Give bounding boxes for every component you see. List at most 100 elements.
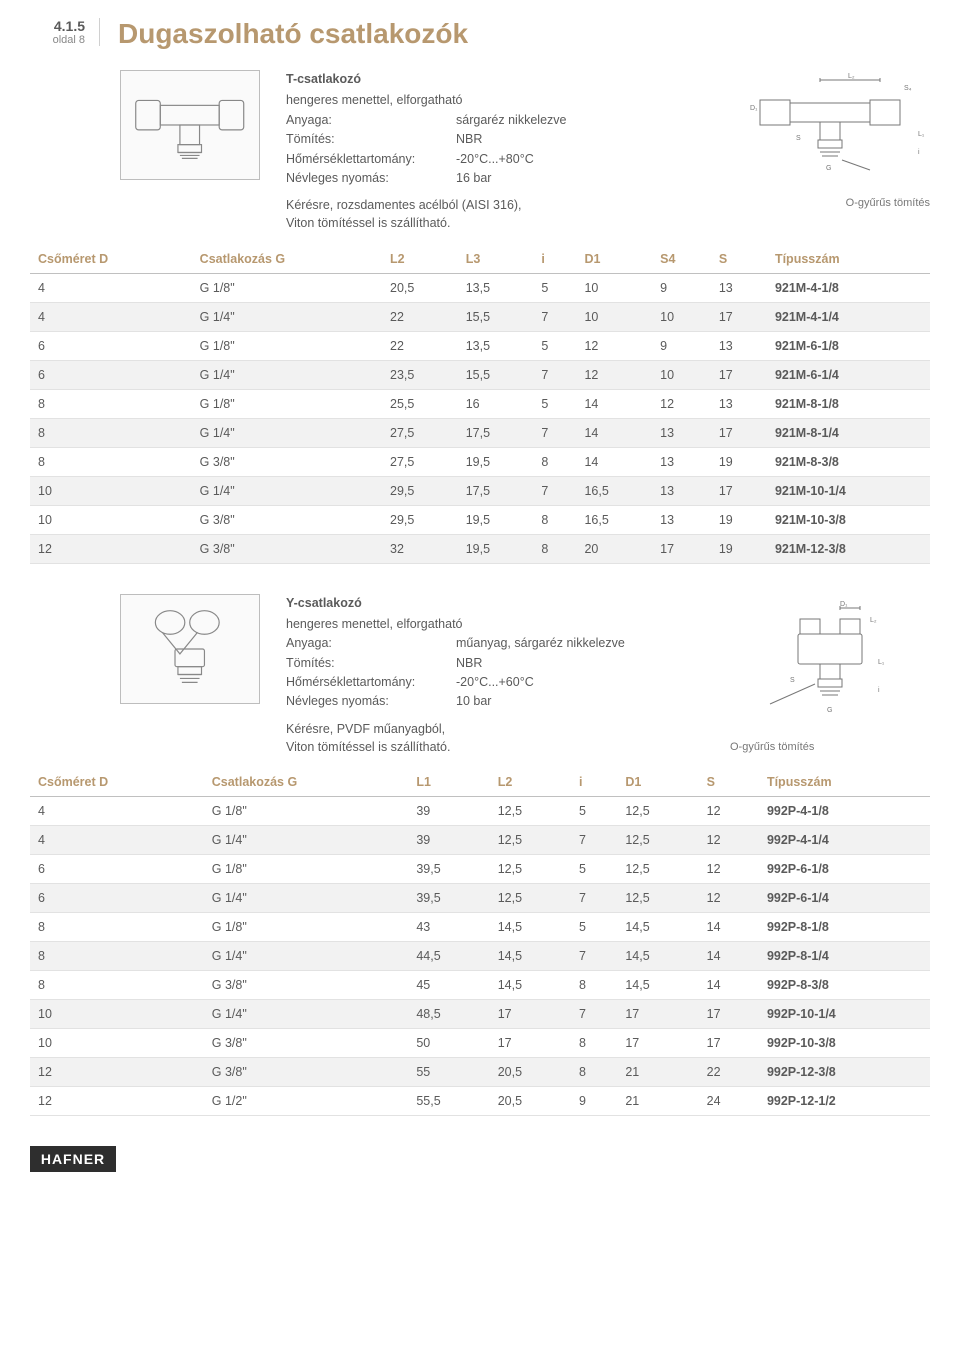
section-number: 4.1.5 bbox=[30, 18, 85, 34]
table-cell: 24 bbox=[699, 1087, 759, 1116]
table-row: 10G 1/4"29,517,5716,51317921M-10-1/4 bbox=[30, 476, 930, 505]
table-cell: 921M-10-1/4 bbox=[767, 476, 930, 505]
spec-label: Névleges nyomás: bbox=[286, 169, 456, 188]
table-cell: 17 bbox=[711, 476, 767, 505]
table-cell: 29,5 bbox=[382, 476, 458, 505]
table-cell: 992P-4-1/8 bbox=[759, 797, 930, 826]
table-cell: 19,5 bbox=[458, 447, 534, 476]
section-subtitle: oldal 8 bbox=[30, 34, 85, 46]
table-cell: 4 bbox=[30, 797, 204, 826]
table-cell: 32 bbox=[382, 534, 458, 563]
table-cell: G 1/8" bbox=[192, 331, 382, 360]
table-cell: 10 bbox=[652, 360, 711, 389]
table-cell: 7 bbox=[533, 360, 576, 389]
table-cell: 12 bbox=[576, 360, 652, 389]
table-cell: 992P-6-1/8 bbox=[759, 855, 930, 884]
product-block-y: Y-csatlakozó hengeres menettel, elforgat… bbox=[30, 594, 930, 757]
table-cell: 4 bbox=[30, 826, 204, 855]
table-cell: 5 bbox=[571, 797, 617, 826]
table-cell: 14,5 bbox=[490, 971, 571, 1000]
svg-text:D₁: D₁ bbox=[840, 601, 848, 608]
table-cell: 992P-10-3/8 bbox=[759, 1029, 930, 1058]
table-header: L2 bbox=[382, 245, 458, 274]
table-cell: 921M-6-1/8 bbox=[767, 331, 930, 360]
table-cell: 14 bbox=[576, 447, 652, 476]
table-header: S bbox=[711, 245, 767, 274]
table-cell: 6 bbox=[30, 360, 192, 389]
product-title-y: Y-csatlakozó bbox=[286, 594, 625, 613]
product-specs-y: Y-csatlakozó hengeres menettel, elforgat… bbox=[286, 594, 625, 757]
table-cell: 921M-12-3/8 bbox=[767, 534, 930, 563]
table-cell: 13 bbox=[652, 447, 711, 476]
table-cell: 10 bbox=[576, 273, 652, 302]
tech-diagram-t: L₂ S₄ D₁ S G L₁ i O-gyűrűs tömítés bbox=[730, 70, 930, 233]
table-cell: 12,5 bbox=[490, 797, 571, 826]
table-cell: 17 bbox=[490, 1029, 571, 1058]
table-cell: 50 bbox=[408, 1029, 489, 1058]
table-cell: 22 bbox=[382, 302, 458, 331]
table-header: L2 bbox=[490, 768, 571, 797]
svg-text:S: S bbox=[790, 677, 795, 684]
footer-logo: HAFNER bbox=[30, 1146, 116, 1172]
table-header: S bbox=[699, 768, 759, 797]
product-subtitle-y: hengeres menettel, elforgatható bbox=[286, 615, 625, 634]
table-cell: 14,5 bbox=[617, 913, 698, 942]
table-cell: 14,5 bbox=[490, 942, 571, 971]
data-table-t: Csőméret DCsatlakozás GL2L3iD1S4STípussz… bbox=[30, 245, 930, 564]
table-cell: 17 bbox=[490, 1000, 571, 1029]
table-cell: 8 bbox=[533, 534, 576, 563]
table-row: 4G 1/4"2215,57101017921M-4-1/4 bbox=[30, 302, 930, 331]
table-cell: 13 bbox=[652, 418, 711, 447]
table-cell: 13,5 bbox=[458, 273, 534, 302]
table-cell: 8 bbox=[533, 505, 576, 534]
table-header: Csőméret D bbox=[30, 768, 204, 797]
table-row: 10G 3/8"29,519,5816,51319921M-10-3/8 bbox=[30, 505, 930, 534]
table-cell: 15,5 bbox=[458, 360, 534, 389]
table-cell: 8 bbox=[571, 1029, 617, 1058]
table-cell: 14 bbox=[576, 418, 652, 447]
table-row: 6G 1/4"39,512,5712,512992P-6-1/4 bbox=[30, 884, 930, 913]
table-cell: 20 bbox=[576, 534, 652, 563]
table-cell: G 1/8" bbox=[192, 273, 382, 302]
table-row: 8G 1/8"25,5165141213921M-8-1/8 bbox=[30, 389, 930, 418]
spec-row: Hőmérséklettartomány:-20°C...+80°C bbox=[286, 150, 566, 169]
table-cell: 5 bbox=[571, 855, 617, 884]
table-row: 4G 1/8"20,513,5510913921M-4-1/8 bbox=[30, 273, 930, 302]
table-cell: 8 bbox=[571, 971, 617, 1000]
table-cell: 17 bbox=[617, 1029, 698, 1058]
table-row: 6G 1/4"23,515,57121017921M-6-1/4 bbox=[30, 360, 930, 389]
table-cell: 5 bbox=[533, 273, 576, 302]
spec-value: 16 bar bbox=[456, 169, 491, 188]
table-cell: 14 bbox=[699, 971, 759, 1000]
data-table-y: Csőméret DCsatlakozás GL1L2iD1STípusszám… bbox=[30, 768, 930, 1116]
table-cell: 14,5 bbox=[617, 942, 698, 971]
table-cell: 45 bbox=[408, 971, 489, 1000]
table-cell: G 1/8" bbox=[204, 797, 409, 826]
svg-text:S: S bbox=[796, 135, 801, 142]
t-fitting-icon bbox=[121, 71, 258, 179]
table-header: S4 bbox=[652, 245, 711, 274]
table-cell: 25,5 bbox=[382, 389, 458, 418]
table-cell: 12,5 bbox=[617, 855, 698, 884]
oring-label-t: O-gyűrűs tömítés bbox=[730, 197, 930, 209]
table-cell: 16 bbox=[458, 389, 534, 418]
svg-text:L₁: L₁ bbox=[918, 131, 925, 138]
table-cell: 17 bbox=[711, 302, 767, 331]
table-cell: 29,5 bbox=[382, 505, 458, 534]
table-cell: G 3/8" bbox=[204, 1029, 409, 1058]
spec-label: Névleges nyomás: bbox=[286, 692, 456, 711]
table-cell: 14 bbox=[576, 389, 652, 418]
spec-row: Tömítés:NBR bbox=[286, 654, 625, 673]
table-cell: G 1/4" bbox=[204, 1000, 409, 1029]
table-header: Csatlakozás G bbox=[192, 245, 382, 274]
table-cell: 39,5 bbox=[408, 884, 489, 913]
table-cell: G 1/8" bbox=[192, 389, 382, 418]
table-cell: 921M-8-1/8 bbox=[767, 389, 930, 418]
table-cell: 15,5 bbox=[458, 302, 534, 331]
table-cell: 20,5 bbox=[382, 273, 458, 302]
table-cell: 10 bbox=[30, 505, 192, 534]
product-note-y: Kérésre, PVDF műanyagból, Viton tömítéss… bbox=[286, 720, 625, 756]
table-cell: 12 bbox=[30, 1087, 204, 1116]
spec-row: Tömítés:NBR bbox=[286, 130, 566, 149]
page-header: 4.1.5 oldal 8 Dugaszolható csatlakozók bbox=[30, 18, 930, 50]
